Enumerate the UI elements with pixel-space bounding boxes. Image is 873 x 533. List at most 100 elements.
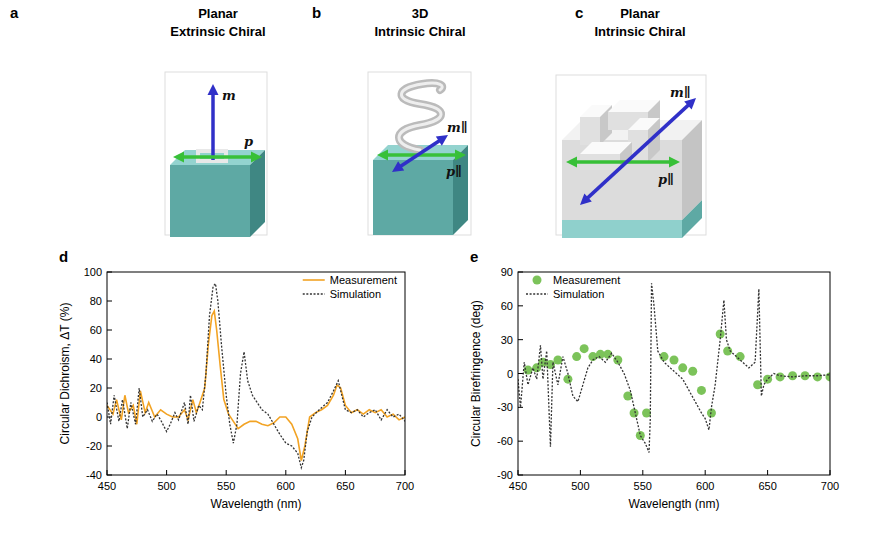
arrow-shaft <box>182 155 253 159</box>
frame <box>556 75 706 235</box>
block-front <box>562 220 682 238</box>
y-tick-label: 0 <box>96 411 102 423</box>
x-tick <box>767 470 768 475</box>
diagram-panel: aPlanarExtrinsic Chiralmp <box>10 4 267 237</box>
diagram-panel: b 3D Intrinsic Chiral m∥ p∥ <box>312 4 471 235</box>
data-point <box>697 386 706 395</box>
data-point <box>613 355 622 364</box>
x-tick-label: 450 <box>509 480 527 492</box>
vector-label: m∥ <box>447 120 468 135</box>
vector-label: p∥ <box>658 172 674 187</box>
frame <box>368 72 471 235</box>
data-point <box>636 431 645 440</box>
block-side <box>682 120 702 220</box>
diagram-panel: cPlanarIntrinsic Chiralm∥p∥ <box>556 4 706 238</box>
arrow-head <box>566 157 577 168</box>
data-point <box>630 408 639 417</box>
x-axis-title: Wavelength (nm) <box>629 497 720 511</box>
x-tick-label: 500 <box>157 480 175 492</box>
arrow-shaft <box>400 140 441 167</box>
data-point <box>736 352 745 361</box>
figure: aPlanarExtrinsic Chiralmp b 3D Intrinsic Ch… <box>0 0 873 533</box>
x-axis-title: Wavelength (nm) <box>211 497 302 511</box>
y-tick-label: -20 <box>86 440 102 452</box>
y-tick <box>107 359 112 360</box>
x-tick-label: 600 <box>277 480 295 492</box>
x-tick <box>580 470 581 475</box>
data-point <box>688 367 697 376</box>
x-tick-label: 550 <box>217 480 235 492</box>
data-point <box>788 371 797 380</box>
panel-letter: e <box>470 248 478 265</box>
plot-area <box>107 284 405 468</box>
arrow-shaft <box>211 93 215 160</box>
x-tick-label: 500 <box>571 480 589 492</box>
arrow-head <box>580 193 592 205</box>
legend-swatch <box>533 276 542 285</box>
x-tick-label: 700 <box>821 480 839 492</box>
panel-title: Intrinsic Chiral <box>594 24 685 39</box>
data-point <box>678 363 687 372</box>
data-point <box>813 372 822 381</box>
x-tick-label: 450 <box>98 480 116 492</box>
chart: e450500550600650700-90-60-300306090Wavel… <box>469 248 839 511</box>
arrow-head <box>455 150 466 161</box>
block-front <box>562 140 682 220</box>
vector-label: p∥ <box>446 164 462 179</box>
arrow-head <box>436 135 448 146</box>
y-tick-label: 40 <box>90 353 102 365</box>
block-front <box>373 160 453 235</box>
x-tick <box>345 470 346 475</box>
y-tick <box>107 388 112 389</box>
y-tick <box>518 441 523 442</box>
y-tick-label: 60 <box>501 300 513 312</box>
y-tick-label: -60 <box>497 435 513 447</box>
legend: MeasurementSimulation <box>303 274 397 300</box>
arrow-head <box>251 152 262 163</box>
x-tick <box>285 470 286 475</box>
data-point <box>826 372 831 381</box>
arrow-head <box>392 161 404 172</box>
y-tick-label: -30 <box>497 401 513 413</box>
y-tick-label: 30 <box>501 334 513 346</box>
legend-label: Simulation <box>330 288 381 300</box>
data-line <box>107 284 405 468</box>
legend-swatch <box>303 279 325 281</box>
x-tick-label: 650 <box>336 480 354 492</box>
data-point <box>623 392 632 401</box>
y-axis-title: Circular Birefringence (deg) <box>469 300 483 447</box>
panel-title: Intrinsic Chiral <box>374 24 465 39</box>
y-tick-label: 20 <box>90 382 102 394</box>
panel-letter: b <box>312 4 321 21</box>
panel-title: Extrinsic Chiral <box>170 24 265 39</box>
panel-title: Planar <box>620 6 660 21</box>
chart: d450500550600650700-40-20020406080100Wav… <box>58 248 414 511</box>
data-point <box>776 372 785 381</box>
y-tick-label: 90 <box>501 266 513 278</box>
arrow-head <box>173 152 184 163</box>
data-line <box>107 311 405 460</box>
x-tick-label: 600 <box>696 480 714 492</box>
legend-swatch <box>303 293 325 295</box>
y-tick-label: -90 <box>497 469 513 481</box>
helix <box>399 83 442 150</box>
arrow-head <box>377 150 388 161</box>
panel-title: 3D <box>412 6 429 21</box>
data-line <box>518 283 830 452</box>
x-tick-label: 550 <box>634 480 652 492</box>
data-point <box>572 352 581 361</box>
y-tick <box>107 330 112 331</box>
legend-swatch <box>526 293 548 295</box>
legend-label: Simulation <box>553 288 604 300</box>
y-tick <box>107 301 112 302</box>
data-point <box>563 375 572 384</box>
helix-highlight <box>399 83 442 150</box>
legend: Measurement Simulation <box>526 274 620 300</box>
y-tick <box>518 373 523 374</box>
data-point <box>660 352 669 361</box>
legend-label: Measurement <box>553 274 620 286</box>
x-tick <box>226 470 227 475</box>
y-axis-title: Circular Dichroism, ΔT (%) <box>58 303 72 445</box>
block-side <box>453 145 468 235</box>
plot-frame <box>107 272 405 475</box>
